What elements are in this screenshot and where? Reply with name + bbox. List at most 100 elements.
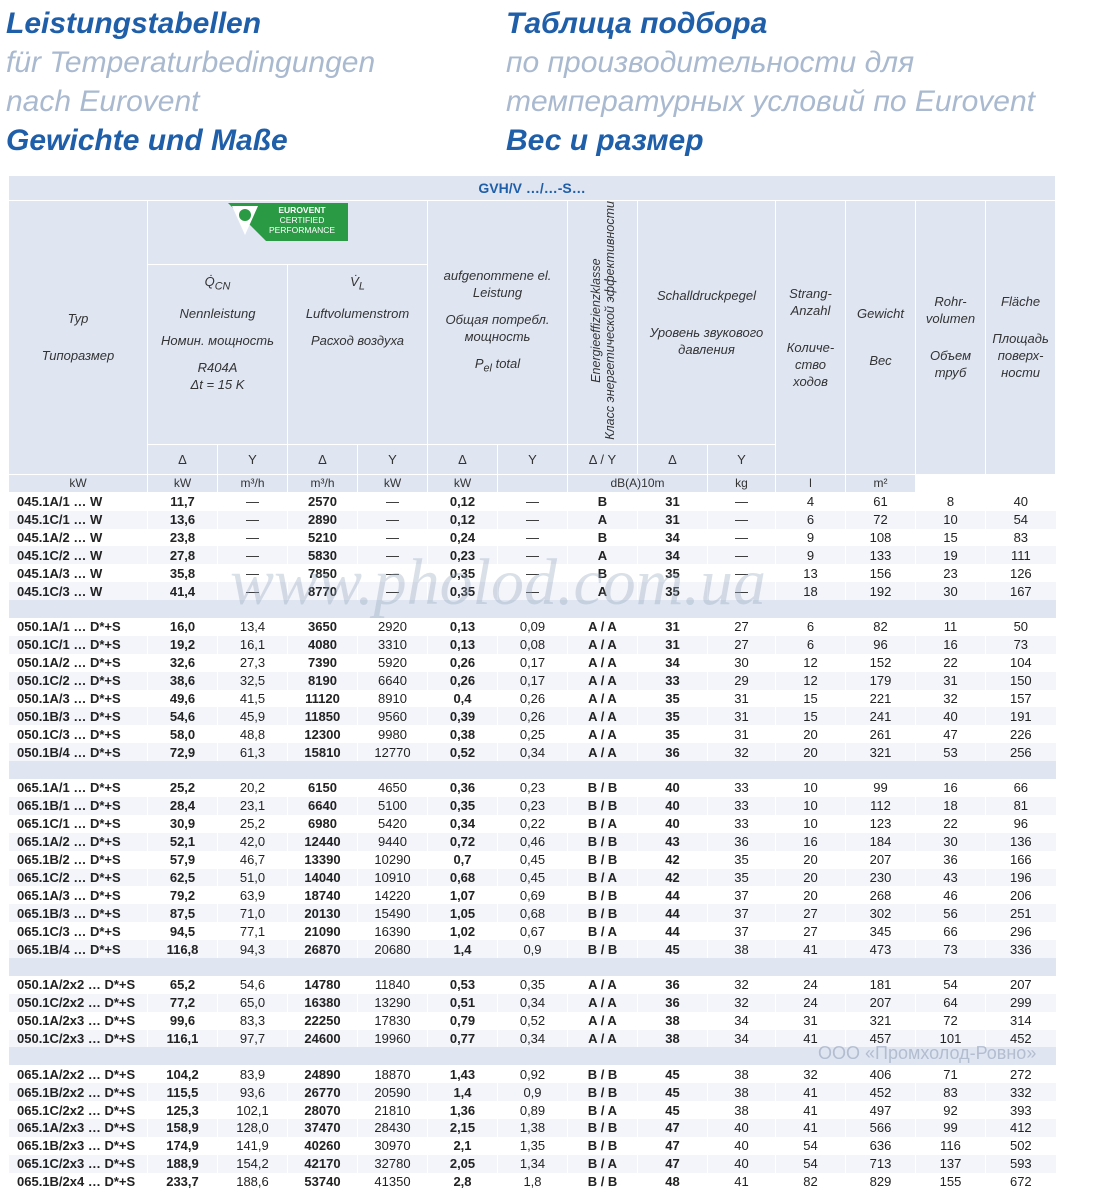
- value-cell: 66: [984, 779, 1056, 797]
- value-cell: B / B: [567, 1083, 638, 1102]
- value-cell: 0,09: [497, 618, 568, 636]
- type-cell: 050.1A/3 … D*+S: [8, 689, 148, 708]
- value-cell: 184: [845, 832, 916, 851]
- value-cell: B / B: [567, 1136, 638, 1155]
- value-cell: 30: [915, 582, 986, 601]
- value-cell: 7850: [287, 564, 358, 583]
- data-row: 065.1B/4 … D*+S 116,8 94,3 26870 20680 1,4 0,9…: [8, 940, 1056, 958]
- value-cell: —: [707, 546, 776, 565]
- value-cell: A / A: [567, 975, 638, 994]
- value-cell: 179: [845, 671, 916, 690]
- type-cell: 050.1A/2 … D*+S: [8, 653, 148, 672]
- value-cell: B / B: [567, 886, 638, 905]
- value-cell: 61: [845, 492, 916, 511]
- value-cell: —: [217, 510, 288, 529]
- logo-cell: EUROVENT CERTIFIED PERFORMANCE: [147, 200, 428, 265]
- value-cell: 0,17: [497, 671, 568, 690]
- value-cell: B / B: [567, 850, 638, 869]
- value-cell: 27: [707, 618, 776, 636]
- value-cell: 49,6: [147, 689, 218, 708]
- value-cell: 53: [915, 743, 986, 762]
- value-cell: 0,34: [427, 814, 498, 833]
- value-cell: 27,8: [147, 546, 218, 565]
- value-cell: 63,9: [217, 886, 288, 905]
- value-cell: 1,36: [427, 1101, 498, 1119]
- value-cell: 45: [637, 1101, 708, 1119]
- value-cell: —: [497, 510, 568, 529]
- value-cell: 72,9: [147, 743, 218, 762]
- value-cell: 16380: [287, 993, 358, 1012]
- text: L: [358, 280, 365, 293]
- value-cell: 14040: [287, 868, 358, 887]
- value-cell: 196: [984, 868, 1056, 887]
- value-cell: B / A: [567, 868, 638, 887]
- value-cell: 16: [775, 832, 846, 851]
- value-cell: 829: [845, 1172, 916, 1191]
- value-cell: 5830: [287, 546, 358, 565]
- type-cell: 065.1A/2 … D*+S: [8, 832, 148, 851]
- data-row: 065.1C/1 … D*+S 30,9 25,2 6980 5420 0,34 0,22 B…: [8, 814, 1056, 833]
- value-cell: 42: [637, 868, 708, 887]
- value-cell: 31: [707, 689, 776, 708]
- value-cell: A / A: [567, 743, 638, 762]
- value-cell: 10290: [357, 850, 428, 869]
- value-cell: 0,9: [497, 1083, 568, 1102]
- type-cell: 050.1C/3 … D*+S: [8, 725, 148, 744]
- value-cell: 30970: [357, 1136, 428, 1155]
- value-cell: 54,6: [147, 707, 218, 726]
- value-cell: 26770: [287, 1083, 358, 1102]
- value-cell: 155: [915, 1172, 986, 1191]
- value-cell: 0,7: [427, 850, 498, 869]
- value-cell: 41: [775, 1118, 846, 1137]
- data-row: 065.1A/2 … D*+S 52,1 42,0 12440 9440 0,72 0,46…: [8, 832, 1056, 851]
- data-row: 050.1A/3 … D*+S 49,6 41,5 11120 8910 0,4 0,26 A…: [8, 689, 1056, 708]
- text: Класс энергетической эффективности: [602, 201, 617, 440]
- value-cell: 24600: [287, 1029, 358, 1048]
- value-cell: B / B: [567, 796, 638, 815]
- data-row: 065.1B/2x2 … D*+S 115,5 93,6 26770 20590 1,4 0…: [8, 1083, 1056, 1102]
- value-cell: 40: [637, 779, 708, 797]
- performance-table: GVH/V …/…-S… Typ Типоразмер EUROVENT CERT…: [7, 175, 1057, 1191]
- value-cell: 116,1: [147, 1029, 218, 1048]
- value-cell: 46: [915, 886, 986, 905]
- data-row: 050.1A/2x2 … D*+S 65,2 54,6 14780 11840 0,53 0…: [8, 975, 1056, 994]
- value-cell: 1,38: [497, 1118, 568, 1137]
- value-cell: 0,36: [427, 779, 498, 797]
- data-row: 050.1C/2x2 … D*+S 77,2 65,0 16380 13290 0,51 0…: [8, 993, 1056, 1012]
- value-cell: 0,52: [497, 1011, 568, 1030]
- value-cell: 2890: [287, 510, 358, 529]
- unit: m³/h: [217, 473, 288, 493]
- unit: kW: [427, 473, 498, 493]
- text: CN: [214, 280, 231, 293]
- value-cell: 47: [637, 1136, 708, 1155]
- value-cell: 20: [775, 868, 846, 887]
- value-cell: 81: [984, 796, 1056, 815]
- value-cell: 4: [775, 492, 846, 511]
- value-cell: B / A: [567, 814, 638, 833]
- value-cell: 1,05: [427, 904, 498, 923]
- value-cell: 99: [915, 1118, 986, 1137]
- text: Объем труб: [929, 348, 972, 381]
- value-cell: 73: [915, 940, 986, 958]
- value-cell: 1,8: [497, 1172, 568, 1191]
- value-cell: 0,92: [497, 1065, 568, 1084]
- title: Gewichte und Maße: [6, 124, 288, 157]
- text: Schalldruckpegel: [656, 287, 756, 303]
- value-cell: —: [497, 528, 568, 547]
- value-cell: 14220: [357, 886, 428, 905]
- data-row: 065.1B/3 … D*+S 87,5 71,0 20130 15490 1,05 0,6…: [8, 904, 1056, 923]
- value-cell: 566: [845, 1118, 916, 1137]
- value-cell: 457: [845, 1029, 916, 1048]
- unit: kW: [8, 473, 148, 493]
- value-cell: A: [567, 582, 638, 601]
- value-cell: 10: [775, 779, 846, 797]
- value-cell: 20130: [287, 904, 358, 923]
- value-cell: 33: [637, 671, 708, 690]
- value-cell: 31: [915, 671, 986, 690]
- value-cell: 302: [845, 904, 916, 923]
- value-cell: 36: [637, 993, 708, 1012]
- value-cell: 83,9: [217, 1065, 288, 1084]
- value-cell: 37: [707, 922, 776, 941]
- value-cell: 241: [845, 707, 916, 726]
- value-cell: 116,8: [147, 940, 218, 958]
